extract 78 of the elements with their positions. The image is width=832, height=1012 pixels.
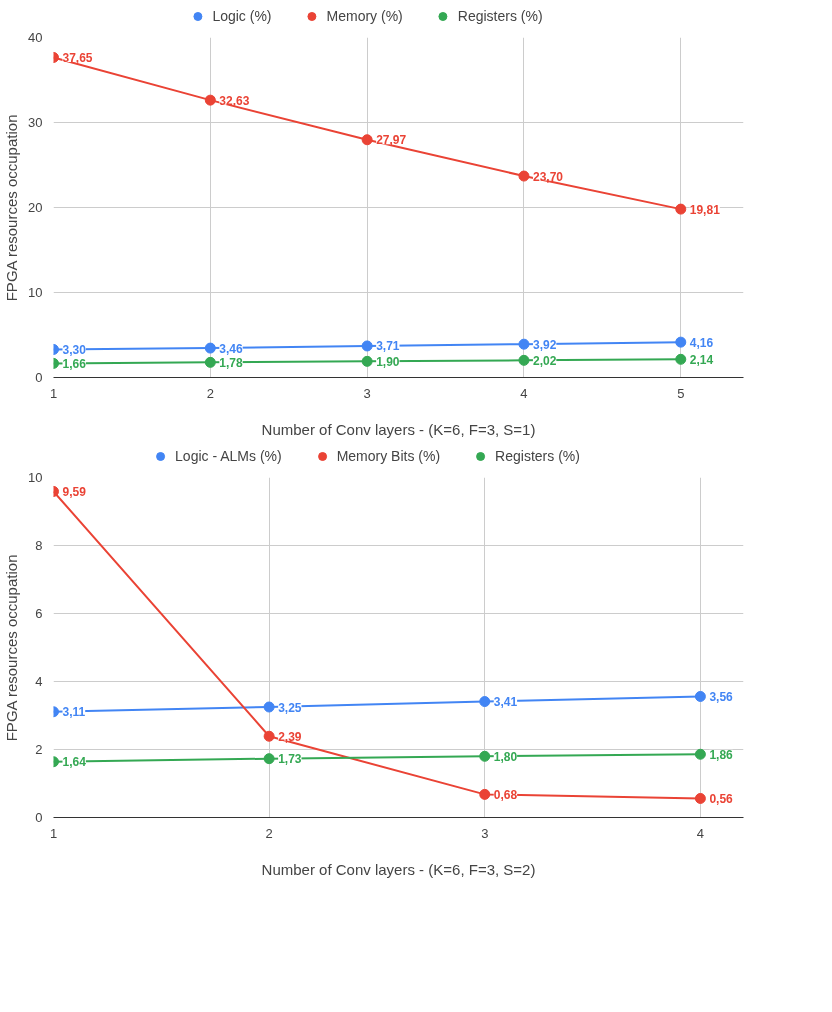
point: [694, 792, 706, 804]
point: [361, 134, 373, 146]
y-tick-label: 10: [28, 285, 43, 300]
x-tick-label: 4: [696, 825, 704, 841]
x-tick-label: 3: [363, 385, 371, 401]
data-label: 1,86: [709, 747, 734, 762]
data-label: 3,41: [493, 695, 518, 710]
data-label: 2,39: [278, 729, 302, 744]
y-tick-label: 4: [35, 674, 43, 689]
data-label: 1,90: [376, 354, 400, 369]
point: [361, 340, 373, 352]
data-label: 2,14: [689, 352, 714, 367]
data-label: 1,78: [219, 355, 243, 370]
y-tick-label: 30: [28, 115, 43, 130]
y-tick-label: 10: [28, 470, 43, 485]
y-tick-label: 6: [35, 606, 43, 621]
legend-label: Memory (%): [326, 8, 403, 24]
y-tick-label: 20: [28, 200, 43, 215]
x-axis-title: Number of Conv layers - (K=6, F=3, S=2): [261, 860, 536, 878]
data-label: 23,70: [532, 169, 564, 184]
data-label: 3,25: [278, 700, 302, 715]
point: [204, 342, 216, 354]
data-label: 2,02: [532, 353, 557, 368]
x-tick-label: 3: [481, 825, 489, 841]
y-tick-label: 2: [35, 742, 43, 757]
data-label: 3,71: [376, 339, 400, 354]
data-label: 37,65: [62, 50, 93, 65]
data-label: 3,30: [62, 342, 87, 357]
legend-label: Registers (%): [495, 448, 580, 464]
point: [675, 203, 687, 215]
point: [479, 696, 491, 708]
y-axis-title: FPGA resources occupation: [3, 554, 21, 742]
data-label: 19,81: [689, 202, 721, 217]
x-axis-title: Number of Conv layers - (K=6, F=3, S=1): [261, 420, 536, 438]
x-tick-label: 1: [49, 825, 58, 841]
y-tick-label: 0: [35, 370, 43, 385]
data-label: 9,59: [62, 484, 87, 499]
x-tick-label: 1: [49, 385, 58, 401]
point: [361, 355, 373, 367]
point: [518, 338, 530, 350]
data-label: 32,63: [219, 93, 250, 108]
point: [204, 356, 216, 368]
x-tick-label: 2: [265, 825, 273, 841]
data-label: 4,16: [689, 335, 714, 350]
point: [204, 94, 216, 106]
data-label: 3,11: [62, 705, 86, 720]
point: [675, 353, 687, 365]
y-tick-label: 0: [35, 810, 43, 825]
data-label: 0,56: [709, 791, 734, 806]
y-axis-title: FPGA resources occupation: [3, 114, 21, 302]
data-label: 1,64: [62, 755, 87, 770]
data-label: 3,46: [219, 341, 243, 356]
legend-label: Memory Bits (%): [336, 448, 441, 464]
y-tick-label: 40: [28, 30, 43, 45]
data-label: 1,66: [62, 356, 87, 371]
point: [479, 750, 491, 762]
x-tick-label: 5: [677, 385, 685, 401]
y-tick-label: 8: [35, 538, 43, 553]
point: [263, 730, 275, 742]
legend-label: Registers (%): [457, 8, 543, 24]
data-label: 3,92: [532, 337, 557, 352]
x-tick-label: 2: [206, 385, 214, 401]
data-label: 3,56: [709, 689, 734, 704]
point: [479, 788, 491, 800]
point: [694, 748, 706, 760]
point: [263, 753, 275, 765]
point: [518, 170, 530, 182]
x-tick-label: 4: [520, 385, 528, 401]
data-label: 1,80: [493, 749, 518, 764]
data-label: 1,73: [278, 752, 302, 767]
point: [263, 701, 275, 713]
point: [518, 354, 530, 366]
point: [675, 336, 687, 348]
legend-label: Logic - ALMs (%): [175, 448, 282, 464]
data-label: 27,97: [376, 133, 407, 148]
legend-label: Logic (%): [212, 8, 272, 24]
data-label: 0,68: [493, 787, 518, 802]
point: [694, 690, 706, 702]
